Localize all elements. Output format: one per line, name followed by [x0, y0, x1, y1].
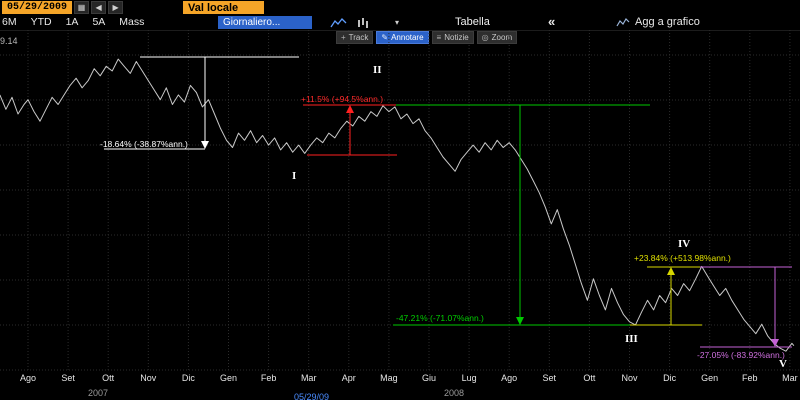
next-date-button[interactable]: ▶ [108, 1, 124, 14]
x-axis-month-label: Apr [341, 373, 356, 383]
x-axis-month-label: Mar [300, 373, 317, 383]
annotate-button[interactable]: ✎ Annotare [376, 31, 429, 44]
x-axis-month-label: Gen [701, 373, 719, 383]
year-label-2007: 2007 [88, 388, 109, 398]
x-axis-month-label: Nov [621, 373, 638, 383]
annotation-label-1[interactable]: -18.64% (-38.87%ann.) [100, 139, 188, 149]
date-field[interactable]: 05/29/2009 [2, 1, 73, 14]
annotation-numeral-4: IV [678, 238, 691, 250]
annotation-V-lines[interactable] [655, 266, 792, 348]
candlestick-icon [358, 17, 368, 28]
news-label: Notizie [444, 33, 469, 42]
x-axis-month-label: Feb [260, 373, 277, 383]
calendar-icon[interactable]: ▦ [74, 1, 90, 14]
annotation-II-lines[interactable] [303, 104, 398, 156]
period-max-button[interactable]: Mass [119, 16, 145, 28]
x-axis-month-label: Ago [19, 373, 36, 383]
news-icon: ≡ [436, 33, 442, 42]
annotation-numeral-2: II [373, 64, 382, 76]
x-axis-month-label: Set [542, 373, 557, 383]
x-axis-month-label: Lug [461, 373, 477, 383]
x-axis-month-label: Ott [102, 373, 115, 383]
x-axis-month-label: Set [61, 373, 75, 383]
x-axis-month-label: Nov [140, 373, 157, 383]
event-marker-label[interactable]: 05/29/09 [294, 392, 330, 400]
table-view-button[interactable]: Tabella [455, 16, 490, 28]
field-selector-dropdown[interactable]: Val locale [183, 1, 265, 14]
track-button[interactable]: + Track [336, 31, 374, 44]
news-button[interactable]: ≡ Notizie [431, 31, 474, 44]
annotation-label-3[interactable]: -47.21% (-71.07%ann.) [396, 313, 484, 323]
x-axis-month-label: Giu [421, 373, 436, 383]
bar-chart-type-button[interactable]: ▾ [356, 16, 400, 29]
annotation-I-lines[interactable] [104, 56, 299, 150]
annotate-label: Annotare [391, 33, 424, 42]
annotation-numeral-5: V [779, 358, 787, 370]
x-axis-month-label: Feb [742, 373, 758, 383]
zoom-label: Zoom [491, 33, 513, 42]
frequency-dropdown[interactable]: Giornaliero... [218, 16, 312, 29]
x-axis-month-label: Dic [181, 373, 195, 383]
annotation-label-4[interactable]: +23.84% (+513.98%ann.) [634, 253, 731, 263]
annotation-numeral-3: III [625, 333, 638, 345]
line-chart-icon [330, 17, 347, 27]
chevron-down-icon: ▾ [395, 18, 400, 27]
zoom-icon: ◎ [481, 33, 489, 42]
period-ytd-button[interactable]: YTD [30, 16, 52, 28]
add-chart-icon [616, 17, 630, 26]
annotation-label-5[interactable]: -27.05% (-83.92%ann.) [697, 350, 785, 360]
pencil-icon: ✎ [381, 33, 389, 42]
annotation-label-2[interactable]: +11.5% (+94.5%ann.) [301, 94, 384, 104]
add-to-chart-label: Agg a grafico [635, 16, 700, 28]
field-selector-label: Val locale [188, 1, 239, 14]
top-toolbar: 05/29/2009 ▦ ◀ ▶ Val locale [0, 0, 800, 16]
period-6m-button[interactable]: 6M [2, 16, 17, 28]
last-price-label: 9.14 [0, 36, 18, 46]
prev-date-button[interactable]: ◀ [91, 1, 107, 14]
x-axis-month-label: Ago [501, 373, 518, 383]
x-axis-month-label: Ott [583, 373, 596, 383]
annotation-toolbar: + Track ✎ Annotare ≡ Notizie ◎ Zoom [336, 31, 518, 44]
x-axis-month-label: Mar [782, 373, 798, 383]
crosshair-icon: + [341, 33, 346, 42]
annotation-IV-lines[interactable] [630, 266, 702, 326]
line-chart-type-button[interactable] [330, 16, 347, 29]
annotation-numeral-1: I [292, 170, 297, 182]
x-axis-month-label: Dic [663, 373, 677, 383]
annotation-III-lines[interactable] [393, 104, 702, 326]
add-to-chart-button[interactable]: Agg a grafico [616, 16, 700, 28]
period-5a-button[interactable]: 5A [92, 16, 106, 28]
period-selector: 6M YTD 1A 5A Mass [2, 16, 144, 28]
collapse-panel-button[interactable]: « [548, 14, 556, 29]
year-label-2008: 2008 [444, 388, 465, 398]
period-1a-button[interactable]: 1A [65, 16, 79, 28]
price-series [0, 58, 795, 352]
chart-controls-toolbar: 6M YTD 1A 5A Mass Giornaliero... ▾ Tabel… [0, 14, 800, 31]
track-label: Track [348, 33, 369, 42]
x-axis-month-label: Mag [380, 373, 398, 383]
x-axis-month-label: Gen [219, 373, 237, 383]
zoom-button[interactable]: ◎ Zoom [476, 31, 518, 44]
